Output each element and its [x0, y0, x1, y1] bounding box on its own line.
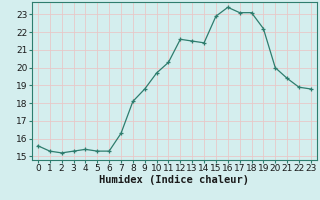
X-axis label: Humidex (Indice chaleur): Humidex (Indice chaleur) — [100, 175, 249, 185]
